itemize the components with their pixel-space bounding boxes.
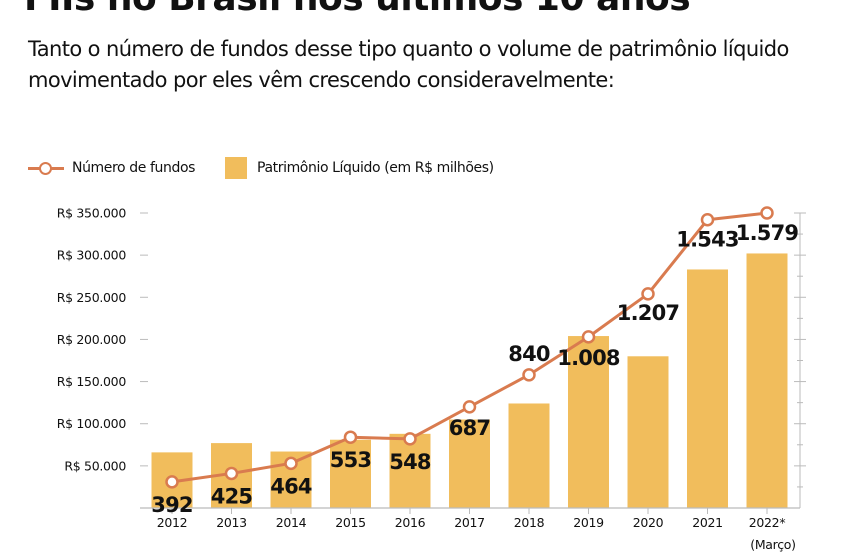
y-tick-label: R$ 250.000 bbox=[57, 290, 127, 305]
bar bbox=[508, 403, 550, 508]
bar-swatch-icon bbox=[225, 157, 248, 179]
bar bbox=[746, 253, 788, 508]
data-label: 1.207 bbox=[617, 301, 679, 325]
line-point bbox=[343, 430, 358, 444]
y-tick-label: R$ 100.000 bbox=[57, 416, 127, 431]
x-tick-label: 2013 bbox=[216, 515, 247, 530]
line-point bbox=[760, 206, 774, 220]
data-label: 840 bbox=[508, 342, 550, 366]
data-label: 425 bbox=[211, 484, 253, 508]
data-label: 1.579 bbox=[736, 221, 799, 245]
x-tick-label: 2018 bbox=[514, 515, 545, 530]
legend-item-line: Número de fundos bbox=[28, 160, 195, 176]
line-point bbox=[581, 330, 596, 344]
bar bbox=[449, 419, 490, 508]
legend-item-bar: Patrimônio Líquido (em R$ milhões) bbox=[225, 157, 494, 179]
y-tick-label: R$ 50.000 bbox=[64, 458, 126, 473]
bar bbox=[687, 269, 728, 508]
x-tick-label: 2015 bbox=[335, 515, 366, 530]
data-label: 687 bbox=[449, 416, 490, 440]
x-tick-label: 2021 bbox=[692, 515, 723, 530]
line-point bbox=[284, 456, 298, 471]
x-tick-label: 2014 bbox=[276, 515, 307, 530]
x-tick-label: 2012 bbox=[157, 515, 188, 530]
line-point bbox=[522, 368, 536, 382]
x-tick-label: 2019 bbox=[573, 515, 604, 530]
chart-title: FIIs no Brasil nos últimos 10 anos bbox=[24, 0, 691, 19]
y-tick-label: R$ 350.000 bbox=[57, 206, 127, 221]
data-label: 392 bbox=[151, 493, 192, 517]
legend-label-bar: Patrimônio Líquido (em R$ milhões) bbox=[257, 160, 494, 176]
data-label: 464 bbox=[270, 474, 312, 498]
legend: Número de fundos Patrimônio Líquido (em … bbox=[28, 156, 524, 180]
bar bbox=[330, 439, 371, 508]
line-point bbox=[165, 475, 179, 489]
line-point bbox=[403, 432, 417, 446]
line-marker-icon bbox=[28, 160, 64, 176]
legend-label-line: Número de fundos bbox=[72, 160, 196, 176]
line-point bbox=[641, 287, 655, 301]
x-tick-label: 2017 bbox=[454, 515, 485, 530]
data-label: 1.008 bbox=[557, 346, 620, 370]
x-tick-sublabel: (Março) bbox=[750, 537, 795, 552]
line-point bbox=[462, 400, 477, 414]
x-tick-label: 2016 bbox=[395, 515, 426, 530]
bar bbox=[627, 356, 669, 508]
y-tick-label: R$ 150.000 bbox=[57, 374, 127, 389]
line-point bbox=[700, 212, 715, 227]
y-tick-label: R$ 300.000 bbox=[57, 248, 127, 263]
bar bbox=[568, 336, 609, 508]
y-tick-label: R$ 200.000 bbox=[57, 332, 127, 347]
line-point bbox=[224, 466, 239, 481]
data-label: 553 bbox=[330, 448, 371, 472]
x-tick-label: 2020 bbox=[633, 515, 664, 530]
data-label: 548 bbox=[389, 450, 431, 474]
chart-subtitle: Tanto o número de fundos desse tipo quan… bbox=[28, 37, 789, 92]
x-tick-label: 2022* bbox=[749, 515, 786, 530]
bar bbox=[389, 433, 431, 508]
data-label: 1.543 bbox=[676, 228, 738, 252]
